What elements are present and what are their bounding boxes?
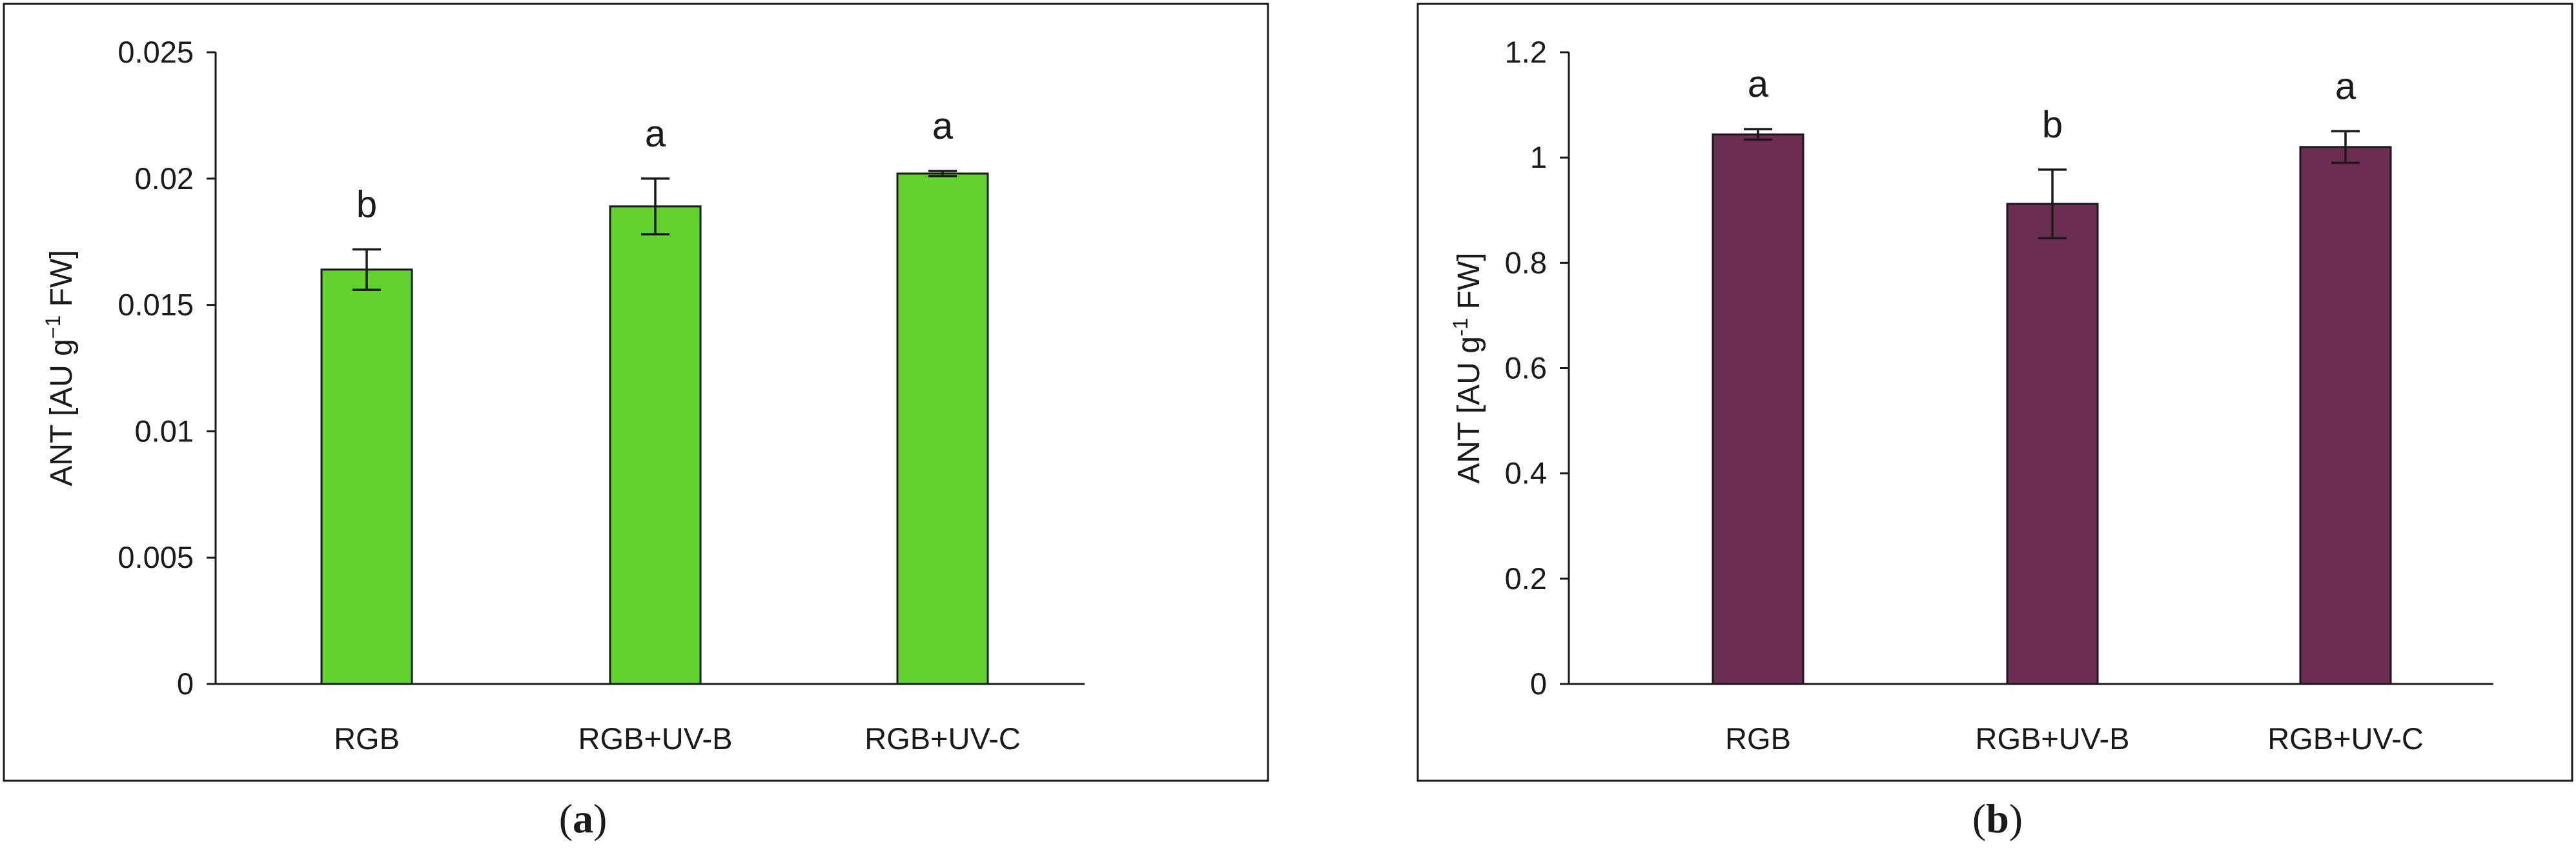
x-category-label: RGB+UV-C	[864, 721, 1021, 756]
y-tick-label: 0	[177, 667, 194, 701]
bar-RGB	[320, 268, 413, 685]
y-tick-label: 0.8	[1505, 245, 1547, 279]
x-category-label: RGB+UV-C	[2267, 721, 2424, 756]
x-category-label: RGB	[1725, 721, 1791, 756]
y-tick-label: 0.015	[118, 288, 194, 322]
x-category-label: RGB+UV-B	[578, 721, 733, 756]
bar-RGB+UV-B	[609, 205, 702, 685]
y-tick-label: 1	[1530, 140, 1547, 174]
chart-frame	[1416, 3, 2573, 782]
bar-RGB+UV-C	[2299, 146, 2392, 685]
panel-caption: (b)	[1972, 796, 2023, 841]
y-tick-label: 0.02	[135, 161, 194, 196]
significance-letter: a	[1748, 63, 1769, 105]
y-tick-label: 0.025	[118, 35, 194, 69]
significance-letter: a	[932, 105, 954, 147]
significance-letter: b	[2042, 104, 2063, 146]
y-tick-label: 0.2	[1505, 561, 1547, 596]
bar-RGB+UV-C	[896, 172, 989, 685]
y-tick-label: 0.4	[1505, 456, 1547, 490]
y-tick-label: 1.2	[1505, 35, 1547, 69]
y-tick-label: 0.01	[135, 414, 194, 448]
x-category-label: RGB+UV-B	[1976, 721, 2130, 756]
y-tick-label: 0.6	[1505, 351, 1547, 385]
significance-letter: a	[645, 113, 666, 155]
y-axis-label: ANT [AU g-1 FW]	[1449, 252, 1486, 483]
x-category-label: RGB	[334, 721, 400, 756]
y-tick-label: 0.005	[118, 540, 194, 574]
y-tick-label: 0	[1530, 667, 1547, 701]
bar-RGB	[1712, 133, 1804, 685]
panel-caption: (a)	[559, 796, 608, 841]
y-axis-label: ANT [AU g−1 FW]	[41, 250, 79, 486]
significance-letter: a	[2335, 65, 2356, 107]
chart-panel-b: 0 0.2 0.4 0.6 0.8 1 1.2 a RGB b RGB+UV-B a RGB+UV-C A…	[1416, 3, 2573, 782]
bar-RGB+UV-B	[2006, 203, 2099, 685]
chart-panel-a: 0 0.005 0.01 0.015 0.02 0.025 b RGB a RGB+UV-B a RG…	[3, 3, 1269, 782]
significance-letter: b	[356, 183, 377, 225]
